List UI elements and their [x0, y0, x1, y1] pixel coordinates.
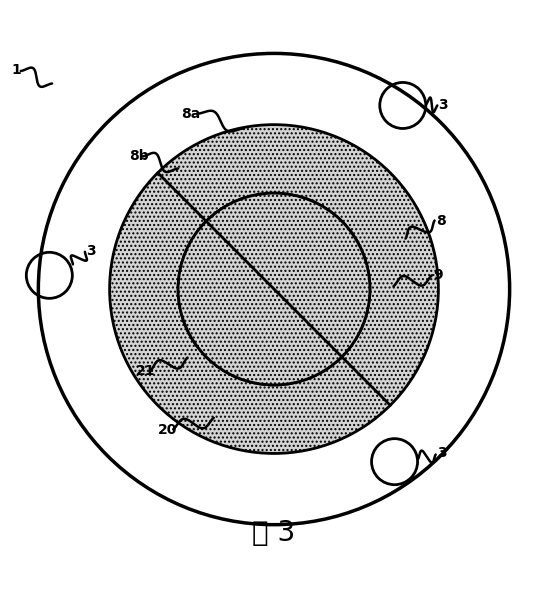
Text: 20: 20 [158, 424, 177, 437]
Text: 8b: 8b [129, 149, 149, 163]
Text: 1: 1 [11, 63, 21, 77]
Text: 3: 3 [87, 244, 96, 257]
Text: 3: 3 [437, 446, 447, 460]
Text: 3: 3 [438, 98, 448, 112]
Text: 9: 9 [433, 268, 443, 283]
Text: 21: 21 [136, 364, 156, 378]
Wedge shape [110, 125, 438, 454]
Text: 8a: 8a [181, 107, 200, 121]
Text: 8: 8 [436, 214, 446, 227]
Circle shape [178, 193, 370, 385]
Text: 图 3: 图 3 [253, 519, 295, 547]
